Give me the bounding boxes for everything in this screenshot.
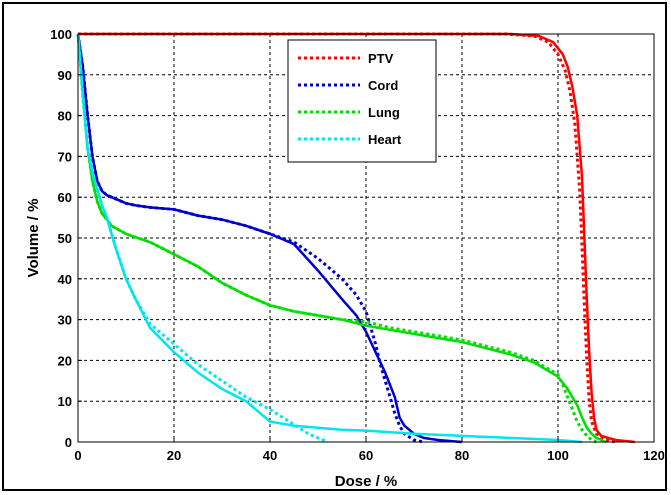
ptv-solid-curve: [78, 32, 635, 444]
legend-box: [287, 39, 437, 163]
x-tick-label: 100: [547, 448, 569, 463]
y-tick-label: 70: [58, 149, 72, 164]
heart-solid-curve: [76, 33, 583, 444]
x-tick-label: 20: [167, 448, 181, 463]
x-tick-label: 60: [359, 448, 373, 463]
y-tick-label: 60: [58, 190, 72, 205]
y-axis-title: Volume / %: [25, 199, 42, 278]
y-tick-label: 90: [58, 68, 72, 83]
y-tick-label: 80: [58, 109, 72, 124]
x-tick-label: 120: [643, 448, 665, 463]
y-tick-label: 40: [58, 272, 72, 287]
legend-label-cord: Cord: [368, 78, 398, 93]
x-tick-labels: 0 20 40 60 80 100 120: [74, 438, 665, 463]
x-tick-label: 40: [263, 448, 277, 463]
y-tick-label: 30: [58, 313, 72, 328]
y-tick-label: 0: [65, 435, 72, 450]
ptv-dotted-curve: [78, 32, 616, 444]
legend-label-heart: Heart: [368, 132, 402, 147]
legend: PTV Cord Lung Heart: [287, 39, 437, 163]
y-tick-label: 20: [58, 353, 72, 368]
legend-label-lung: Lung: [368, 105, 400, 120]
legend-label-ptv: PTV: [368, 51, 394, 66]
y-tick-label: 50: [58, 231, 72, 246]
y-tick-label: 10: [58, 394, 72, 409]
y-tick-label: 100: [50, 27, 72, 42]
curves: [76, 32, 635, 444]
x-tick-label: 80: [455, 448, 469, 463]
x-axis-title: Dose / %: [335, 473, 398, 490]
lung-dotted-curve: [76, 33, 597, 444]
x-tick-label: 0: [74, 448, 81, 463]
cord-solid-curve: [76, 33, 463, 444]
y-tick-labels: 0 10 20 30 40 50 60 70 80 90 100: [50, 27, 82, 450]
